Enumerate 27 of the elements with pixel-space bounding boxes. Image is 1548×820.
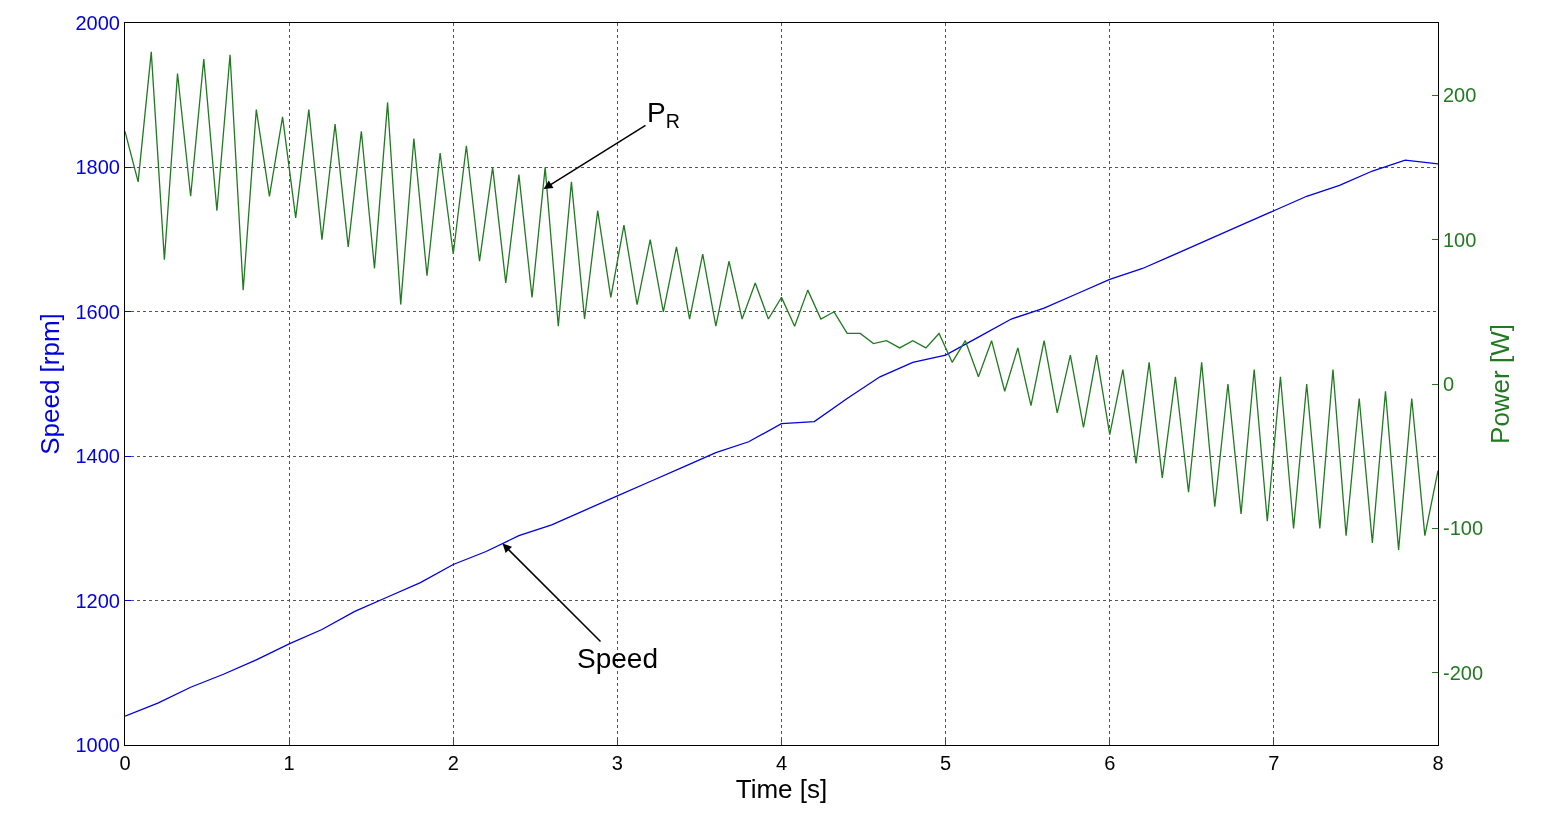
y2-tick-label: -200 bbox=[1443, 661, 1484, 684]
y2-tick-label: 0 bbox=[1443, 373, 1455, 395]
x-tick-label: 1 bbox=[283, 752, 295, 774]
y-tick-label: 1600 bbox=[75, 300, 120, 323]
y-tick-label: 1000 bbox=[75, 734, 120, 756]
x-axis-title: Time [s] bbox=[735, 774, 828, 804]
x-tick-label: 5 bbox=[940, 752, 952, 774]
y2-tick-label: -100 bbox=[1443, 517, 1484, 540]
y2-tick-label: 200 bbox=[1443, 84, 1477, 107]
x-tick-label: 3 bbox=[611, 752, 623, 774]
y2-tick-label: 100 bbox=[1443, 228, 1477, 251]
annotation: Speed bbox=[577, 643, 658, 674]
x-tick-label: 7 bbox=[1268, 752, 1280, 774]
y-tick-label: 2000 bbox=[75, 12, 120, 34]
x-tick-label: 2 bbox=[447, 752, 459, 774]
y2-axis-title: Power [W] bbox=[1484, 324, 1515, 444]
x-tick-label: 6 bbox=[1104, 752, 1116, 774]
y-tick-label: 1200 bbox=[75, 589, 120, 612]
line-series bbox=[125, 159, 1438, 717]
x-tick-label: 8 bbox=[1432, 752, 1444, 774]
x-tick-label: 4 bbox=[775, 752, 788, 774]
annotation: P$_{R}$ bbox=[647, 97, 680, 132]
line-series bbox=[125, 51, 1438, 551]
y-tick-label: 1400 bbox=[75, 445, 120, 468]
y-axis-title: Speed [rpm] bbox=[34, 313, 65, 455]
y-tick-label: 1800 bbox=[75, 156, 120, 179]
x-tick-label: 0 bbox=[119, 752, 131, 774]
